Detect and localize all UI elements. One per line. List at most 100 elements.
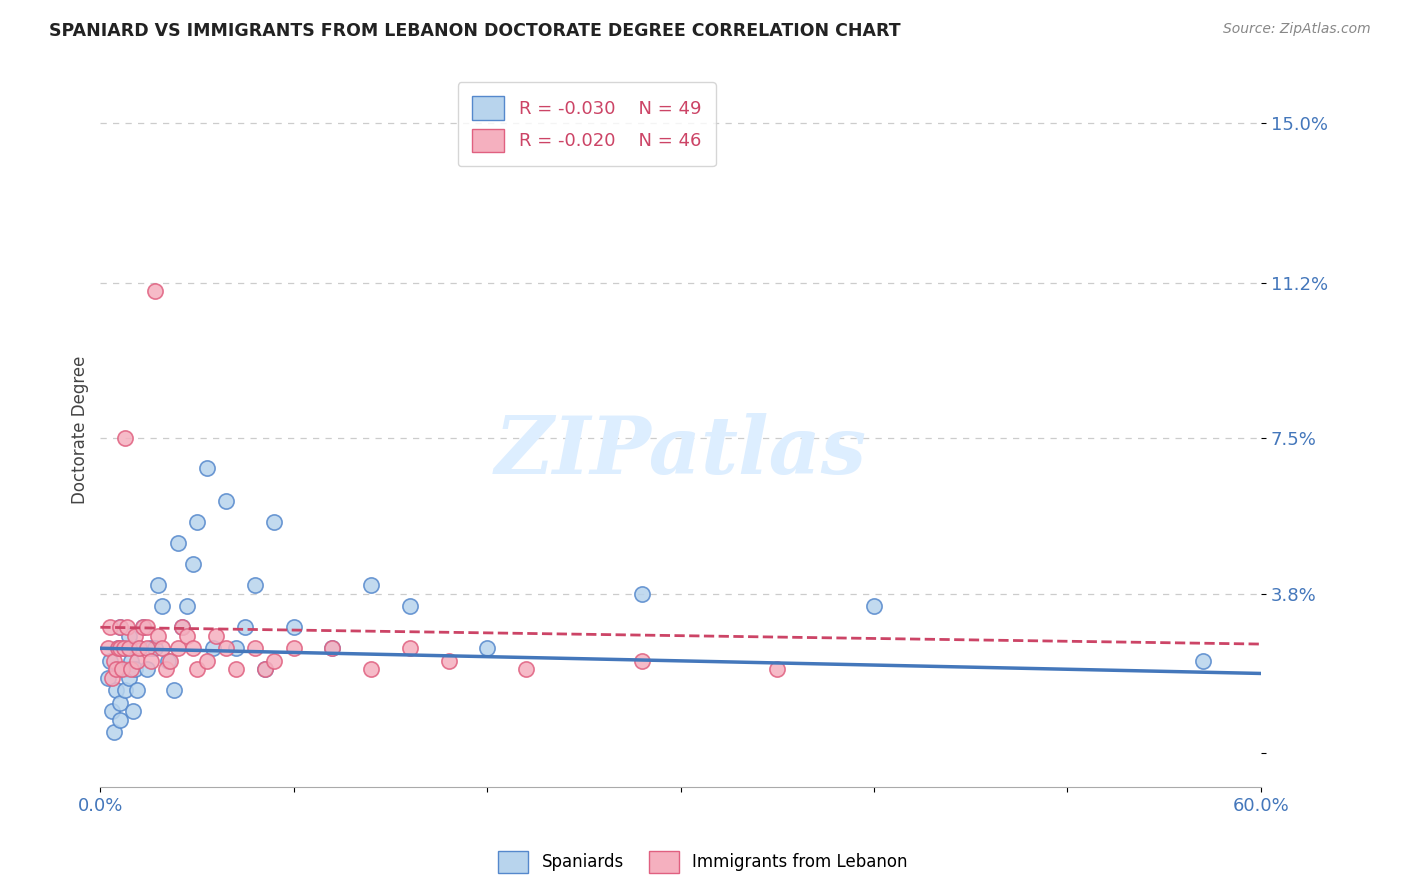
Point xyxy=(128,641,150,656)
Point xyxy=(112,641,135,656)
Point xyxy=(515,662,537,676)
Point xyxy=(108,641,131,656)
Point xyxy=(135,641,157,656)
Point xyxy=(863,599,886,614)
Point xyxy=(225,662,247,676)
Point xyxy=(766,662,789,676)
Point xyxy=(150,641,173,656)
Point xyxy=(108,696,131,710)
Point xyxy=(118,629,141,643)
Point xyxy=(118,671,141,685)
Point xyxy=(263,516,285,530)
Point xyxy=(117,662,139,676)
Point xyxy=(111,662,134,676)
Point xyxy=(437,654,460,668)
Point xyxy=(170,620,193,634)
Point xyxy=(120,654,142,668)
Point xyxy=(107,641,129,656)
Point xyxy=(127,654,149,668)
Y-axis label: Doctorate Degree: Doctorate Degree xyxy=(72,356,89,504)
Point xyxy=(114,431,136,445)
Point xyxy=(201,641,224,656)
Point xyxy=(143,285,166,299)
Point xyxy=(139,641,162,656)
Point xyxy=(215,641,238,656)
Point xyxy=(132,620,155,634)
Point xyxy=(132,620,155,634)
Point xyxy=(103,725,125,739)
Point xyxy=(170,620,193,634)
Point xyxy=(195,460,218,475)
Point xyxy=(155,662,177,676)
Point xyxy=(176,629,198,643)
Point xyxy=(101,671,124,685)
Point xyxy=(108,662,131,676)
Legend: Spaniards, Immigrants from Lebanon: Spaniards, Immigrants from Lebanon xyxy=(492,845,914,880)
Point xyxy=(108,713,131,727)
Point xyxy=(101,704,124,718)
Point xyxy=(186,662,208,676)
Point xyxy=(157,654,180,668)
Point xyxy=(205,629,228,643)
Point xyxy=(215,494,238,508)
Point xyxy=(253,662,276,676)
Point xyxy=(135,662,157,676)
Point xyxy=(114,683,136,698)
Point xyxy=(120,662,142,676)
Point xyxy=(103,654,125,668)
Point xyxy=(112,641,135,656)
Point xyxy=(243,578,266,592)
Point xyxy=(631,587,654,601)
Point xyxy=(253,662,276,676)
Point xyxy=(360,578,382,592)
Point xyxy=(398,599,420,614)
Point xyxy=(117,620,139,634)
Point xyxy=(148,629,170,643)
Point xyxy=(98,620,121,634)
Point xyxy=(1192,654,1215,668)
Point xyxy=(225,641,247,656)
Point xyxy=(98,654,121,668)
Point xyxy=(159,654,181,668)
Point xyxy=(235,620,257,634)
Point xyxy=(108,620,131,634)
Point xyxy=(127,683,149,698)
Point xyxy=(398,641,420,656)
Point xyxy=(124,662,146,676)
Point xyxy=(107,641,129,656)
Point xyxy=(139,654,162,668)
Text: ZIPatlas: ZIPatlas xyxy=(495,413,866,490)
Point xyxy=(135,620,157,634)
Point xyxy=(263,654,285,668)
Point xyxy=(176,599,198,614)
Point xyxy=(166,641,188,656)
Point xyxy=(108,620,131,634)
Text: SPANIARD VS IMMIGRANTS FROM LEBANON DOCTORATE DEGREE CORRELATION CHART: SPANIARD VS IMMIGRANTS FROM LEBANON DOCT… xyxy=(49,22,901,40)
Point xyxy=(186,516,208,530)
Text: Source: ZipAtlas.com: Source: ZipAtlas.com xyxy=(1223,22,1371,37)
Legend: R = -0.030    N = 49, R = -0.020    N = 46: R = -0.030 N = 49, R = -0.020 N = 46 xyxy=(457,82,716,166)
Point xyxy=(360,662,382,676)
Point xyxy=(631,654,654,668)
Point xyxy=(195,654,218,668)
Point xyxy=(148,578,170,592)
Point xyxy=(283,620,305,634)
Point xyxy=(104,683,127,698)
Point xyxy=(118,641,141,656)
Point xyxy=(283,641,305,656)
Point xyxy=(321,641,343,656)
Point xyxy=(128,641,150,656)
Point xyxy=(122,704,145,718)
Point xyxy=(97,671,120,685)
Point xyxy=(124,629,146,643)
Point xyxy=(143,641,166,656)
Point xyxy=(97,641,120,656)
Point xyxy=(181,558,204,572)
Point xyxy=(181,641,204,656)
Point xyxy=(243,641,266,656)
Point xyxy=(150,599,173,614)
Point xyxy=(321,641,343,656)
Point xyxy=(163,683,186,698)
Point xyxy=(104,662,127,676)
Point xyxy=(477,641,499,656)
